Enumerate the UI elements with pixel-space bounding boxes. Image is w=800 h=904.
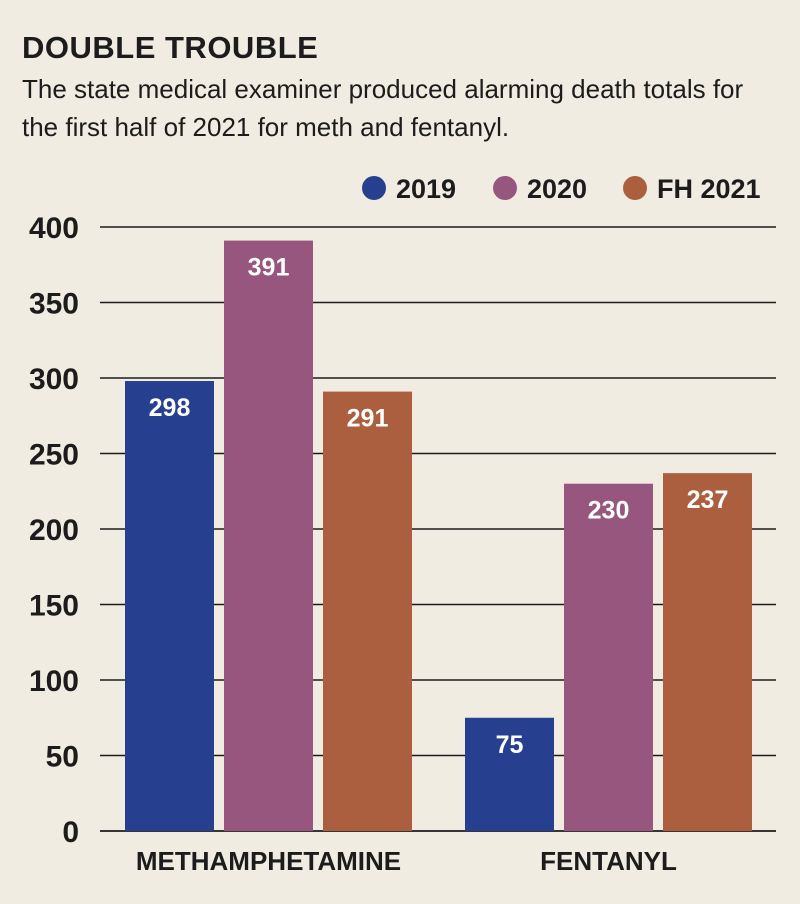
y-tick-label: 100	[29, 665, 79, 698]
data-label: 237	[687, 486, 729, 514]
bar	[663, 473, 752, 831]
category-label: METHAMPHETAMINE	[136, 846, 401, 876]
legend-label: 2020	[527, 174, 587, 204]
bar	[323, 391, 412, 831]
y-tick-label: 50	[46, 741, 79, 774]
y-tick-label: 200	[29, 514, 79, 547]
y-tick-label: 150	[29, 590, 79, 623]
chart-title: DOUBLE TROUBLE	[22, 30, 319, 65]
legend-label: 2019	[396, 174, 456, 204]
data-label: 75	[496, 731, 524, 759]
data-label: 230	[588, 497, 630, 525]
bar	[224, 240, 313, 832]
y-tick-label: 400	[29, 212, 79, 245]
y-tick-label: 250	[29, 439, 79, 472]
y-tick-label: 350	[29, 288, 79, 321]
legend-label: FH 2021	[657, 174, 761, 204]
chart-subtitle: The state medical examiner produced alar…	[22, 74, 744, 142]
legend-marker	[493, 176, 517, 200]
y-tick-label: 300	[29, 363, 79, 396]
data-label: 291	[347, 405, 389, 433]
bar	[465, 717, 554, 831]
legend-marker	[362, 176, 386, 200]
y-tick-label: 0	[62, 816, 79, 849]
data-label: 391	[248, 254, 290, 282]
legend-marker	[623, 176, 647, 200]
bar	[125, 381, 214, 831]
data-label: 298	[149, 394, 191, 422]
bar	[564, 483, 653, 831]
category-label: FENTANYL	[540, 846, 677, 876]
